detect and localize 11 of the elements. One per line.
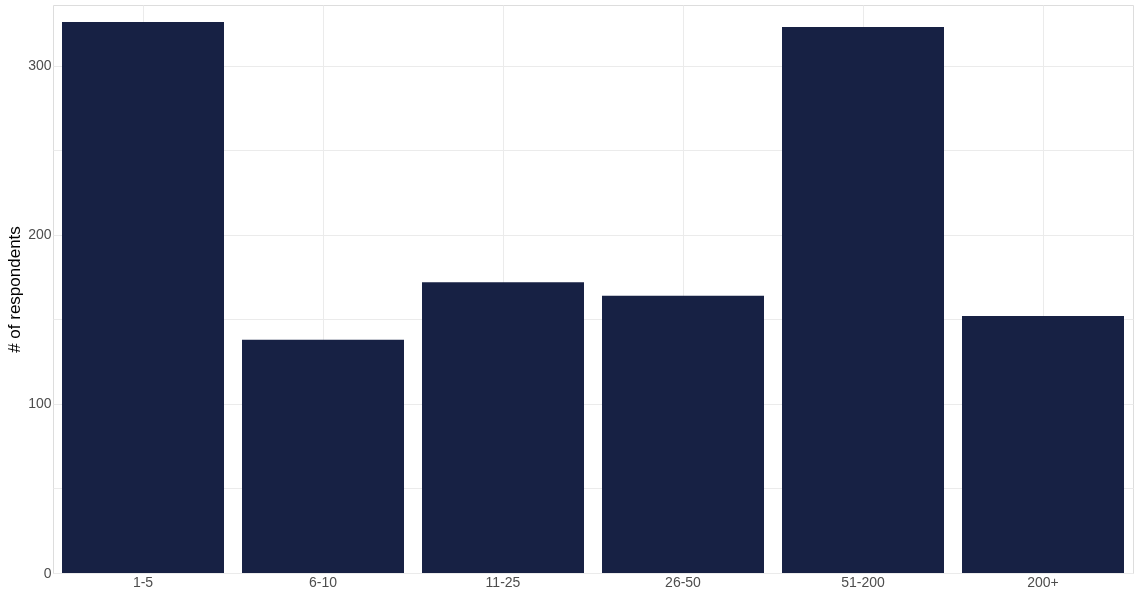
x-tick-label: 1-5: [132, 573, 154, 590]
x-tick-label: 200+: [1027, 573, 1059, 590]
x-tick-label: 51-200: [841, 573, 886, 590]
x-tick-label: 6-10: [308, 573, 338, 590]
y-tick-label: 0: [43, 564, 52, 581]
y-axis-title: # of respondents: [5, 226, 25, 353]
x-tick-label: 26-50: [665, 573, 702, 590]
x-tick-label: 11-25: [485, 573, 521, 590]
y-tick-label: 200: [28, 226, 52, 243]
y-tick-label: 100: [28, 395, 52, 412]
y-tick-label: 300: [28, 57, 52, 74]
